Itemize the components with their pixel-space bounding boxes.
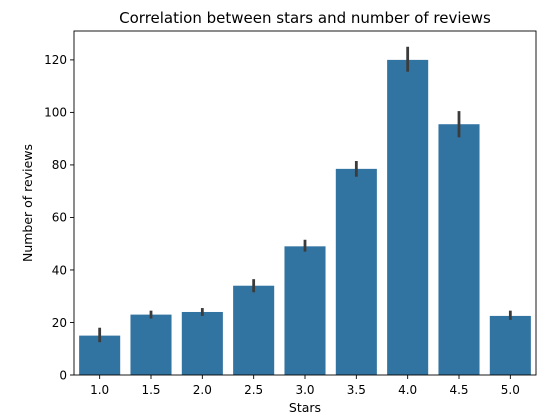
x-tick-label-2.5: 2.5 <box>244 383 263 397</box>
x-axis: 1.0 1.5 2.0 2.5 3.0 3.5 4.0 4.5 5.0 <box>90 375 520 397</box>
bar-3.0 <box>284 246 326 375</box>
x-tick-label-2.0: 2.0 <box>193 383 212 397</box>
x-tick-label-1.5: 1.5 <box>141 383 160 397</box>
x-axis-label: Stars <box>289 400 321 415</box>
bar-2.0 <box>181 311 223 375</box>
y-axis: 0 20 40 60 80 100 120 <box>44 53 74 382</box>
bar-2.5 <box>233 285 275 375</box>
y-tick-label-120: 120 <box>44 53 67 67</box>
x-tick-label-1.0: 1.0 <box>90 383 109 397</box>
bars-layer <box>79 59 531 375</box>
bar-4.5 <box>438 124 480 375</box>
x-tick-label-5.0: 5.0 <box>501 383 520 397</box>
plot-frame <box>73 30 537 376</box>
x-tick-label-4.5: 4.5 <box>449 383 468 397</box>
y-tick-label-60: 60 <box>52 211 67 225</box>
y-axis-label: Number of reviews <box>20 144 35 262</box>
y-tick-label-20: 20 <box>52 316 67 330</box>
y-tick-label-100: 100 <box>44 106 67 120</box>
x-tick-label-4.0: 4.0 <box>398 383 417 397</box>
y-tick-label-80: 80 <box>52 158 67 172</box>
chart-title: Correlation between stars and number of … <box>119 9 491 27</box>
bar-3.5 <box>335 168 377 375</box>
x-tick-label-3.5: 3.5 <box>347 383 366 397</box>
bar-4.0 <box>387 59 429 375</box>
bar-5.0 <box>489 315 531 375</box>
y-tick-label-0: 0 <box>59 368 67 382</box>
y-tick-label-40: 40 <box>52 263 67 277</box>
bar-1.5 <box>130 314 172 375</box>
error-bars-layer <box>98 46 512 343</box>
x-tick-label-3.0: 3.0 <box>295 383 314 397</box>
